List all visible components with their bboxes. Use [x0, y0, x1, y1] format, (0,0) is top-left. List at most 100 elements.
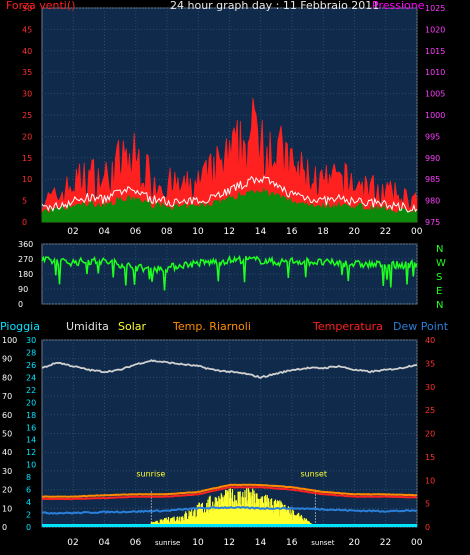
direction-y-tick-label: 360 — [18, 240, 33, 249]
humidity-y-tick-label: 20 — [2, 486, 12, 495]
rain-y-tick-label: 22 — [26, 386, 36, 395]
wind-x-tick-label: 00 — [411, 227, 423, 237]
legend-temp-riarnoli: Temp. Riarnoli — [173, 320, 251, 333]
rain-y-tick-label: 0 — [26, 523, 31, 532]
wind-y-tick-label: 25 — [22, 111, 32, 120]
direction-y-tick-label: 270 — [18, 255, 33, 264]
temperature-y-tick-label: 15 — [425, 453, 435, 462]
pressure-y-tick-label: 1025 — [425, 4, 445, 13]
rain-y-tick-label: 12 — [26, 448, 36, 457]
direction-y-tick-label: 180 — [18, 270, 33, 279]
wind-gust-series — [41, 97, 418, 223]
pressure-axis-title: Pressione — [372, 0, 425, 12]
rain-series — [42, 524, 417, 527]
temperature-y-tick-label: 0 — [425, 523, 430, 532]
pressure-y-tick-label: 995 — [425, 132, 440, 141]
temp-x-tick-label: 02 — [67, 538, 78, 548]
humidity-series — [41, 359, 418, 379]
wind-x-tick-label: 20 — [349, 227, 361, 237]
wind-average-series — [41, 175, 418, 213]
humidity-y-tick-label: 90 — [2, 355, 12, 364]
rain-y-tick-label: 26 — [26, 361, 36, 370]
wind-y-tick-label: 5 — [22, 197, 27, 206]
legend-umidita: Umidita — [66, 320, 109, 333]
rain-y-tick-label: 18 — [26, 411, 36, 420]
wind-y-tick-label: 20 — [22, 132, 32, 141]
wind-x-tick-label: 22 — [380, 227, 391, 237]
direction-compass-label: N — [436, 244, 443, 255]
pressure-y-tick-label: 980 — [425, 197, 440, 206]
wind-x-tick-label: 02 — [67, 227, 78, 237]
pressure-y-tick-label: 975 — [425, 218, 440, 227]
direction-compass-label: W — [436, 258, 446, 269]
legend-solar: Solar — [118, 320, 147, 333]
rain-y-tick-label: 28 — [26, 348, 36, 357]
pressure-y-tick-label: 1020 — [425, 25, 445, 34]
temperature-y-tick-label: 20 — [425, 430, 435, 439]
rain-y-tick-label: 14 — [26, 436, 36, 445]
pressure-y-tick-label: 1010 — [425, 68, 445, 77]
temp-x-tick-label: 12 — [224, 538, 235, 548]
wind-direction-series — [41, 254, 418, 291]
temp-x-tick-label: sunrise — [155, 539, 180, 547]
wind-y-tick-label: 30 — [22, 90, 32, 99]
wind-green-series — [41, 186, 418, 223]
temperature-y-tick-label: 30 — [425, 383, 435, 392]
rain-y-tick-label: 16 — [26, 423, 36, 432]
rain-y-tick-label: 6 — [26, 486, 31, 495]
temperature-y-tick-label: 35 — [425, 359, 435, 368]
temp-riarnoli-series — [41, 483, 418, 498]
pressure-y-tick-label: 985 — [425, 175, 440, 184]
legend-dew-point: Dew Point — [393, 320, 449, 333]
temperature-y-tick-label: 25 — [425, 406, 435, 415]
temp-x-tick-label: 06 — [130, 538, 142, 548]
temp-x-tick-label: 16 — [286, 538, 298, 548]
wind-x-tick-label: 14 — [255, 227, 267, 237]
chart-title: 24 hour graph day : 11 Febbraio 2011 — [170, 0, 380, 12]
direction-compass-label: E — [436, 286, 442, 297]
temperatura-series — [41, 486, 418, 501]
wind-y-tick-label: 0 — [22, 218, 27, 227]
wind-x-tick-label: 12 — [224, 227, 235, 237]
temp-x-tick-label: 10 — [192, 538, 204, 548]
temperature-y-tick-label: 5 — [425, 500, 430, 509]
rain-y-tick-label: 30 — [26, 336, 36, 345]
legend-pioggia: Pioggia — [0, 320, 40, 333]
rain-y-tick-label: 24 — [26, 373, 36, 382]
humidity-y-tick-label: 80 — [2, 373, 12, 382]
wind-x-tick-label: 16 — [286, 227, 298, 237]
wind-x-tick-label: 10 — [192, 227, 204, 237]
humidity-y-tick-label: 10 — [2, 504, 12, 513]
humidity-y-tick-label: 70 — [2, 392, 12, 401]
temp-x-tick-label: 22 — [380, 538, 391, 548]
rain-y-tick-label: 2 — [26, 511, 31, 520]
pressure-y-tick-label: 1015 — [425, 47, 445, 56]
wind-x-tick-label: 06 — [130, 227, 142, 237]
wind-x-tick-label: 04 — [99, 227, 111, 237]
wind-y-tick-label: 50 — [22, 4, 32, 13]
pressure-y-tick-label: 1005 — [425, 90, 445, 99]
wind-y-tick-label: 35 — [22, 68, 32, 77]
wind-y-tick-label: 15 — [22, 154, 32, 163]
temp-x-tick-label: 14 — [255, 538, 267, 548]
temp-x-tick-label: 04 — [99, 538, 111, 548]
temperature-y-tick-label: 40 — [425, 336, 435, 345]
sunset-label: sunset — [300, 470, 327, 479]
pressure-y-tick-label: 990 — [425, 154, 440, 163]
temperature-y-tick-label: 10 — [425, 476, 435, 485]
wind-x-tick-label: 08 — [161, 227, 173, 237]
dew-point-series — [41, 505, 418, 515]
direction-compass-label: S — [436, 272, 442, 283]
humidity-y-tick-label: 40 — [2, 448, 12, 457]
legend-temperatura: Temperatura — [313, 320, 383, 333]
rain-y-tick-label: 4 — [26, 498, 31, 507]
wind-x-tick-label: 18 — [317, 227, 329, 237]
sunrise-label: sunrise — [136, 470, 165, 479]
humidity-y-tick-label: 50 — [2, 430, 12, 439]
rain-y-tick-label: 8 — [26, 473, 31, 482]
wind-axis-title: Forza venti() — [6, 0, 76, 12]
direction-y-tick-label: 90 — [18, 285, 28, 294]
temp-x-tick-label: 00 — [411, 538, 423, 548]
rain-y-tick-label: 10 — [26, 461, 36, 470]
